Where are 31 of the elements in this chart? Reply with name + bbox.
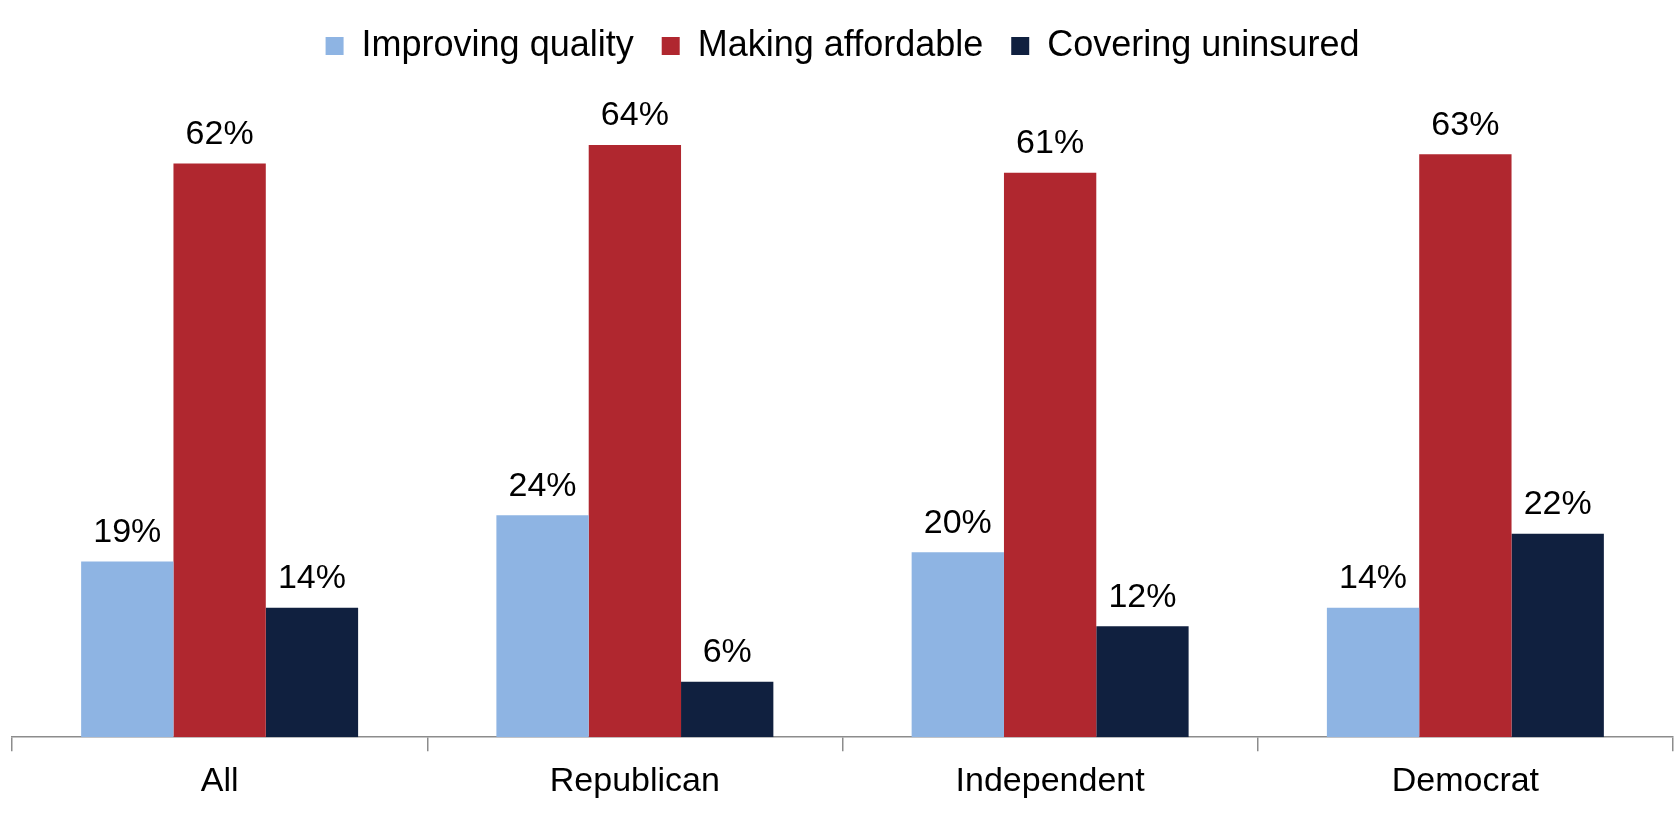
bar	[911, 552, 1004, 738]
bar	[81, 561, 174, 738]
data-label: 14%	[277, 557, 346, 596]
data-label: 63%	[1431, 103, 1500, 142]
data-label: 64%	[600, 94, 669, 133]
data-label: 6%	[702, 631, 752, 670]
bar	[1326, 607, 1420, 738]
x-tick-label: All	[200, 759, 239, 798]
data-label: 19%	[93, 510, 162, 549]
bar	[1096, 626, 1189, 738]
bar	[1419, 154, 1512, 738]
bar	[588, 145, 682, 738]
x-tick-label: Independent	[955, 759, 1146, 798]
legend-label: Covering uninsured	[1047, 22, 1360, 64]
bar	[173, 163, 266, 738]
bar	[1003, 172, 1097, 738]
bar	[681, 681, 774, 738]
data-label: 12%	[1108, 575, 1177, 614]
bar	[496, 515, 589, 738]
data-label: 14%	[1339, 557, 1408, 596]
data-label: 62%	[185, 112, 254, 151]
legend-label: Making affordable	[697, 22, 984, 64]
data-label: 61%	[1016, 122, 1085, 161]
bar	[265, 607, 359, 738]
data-label: 24%	[508, 464, 577, 503]
legend-label: Improving quality	[361, 22, 634, 64]
x-tick-label: Democrat	[1391, 759, 1540, 798]
data-label: 20%	[923, 501, 992, 540]
bar	[1511, 533, 1604, 738]
x-tick-label: Republican	[549, 759, 720, 798]
data-label: 22%	[1523, 483, 1592, 522]
